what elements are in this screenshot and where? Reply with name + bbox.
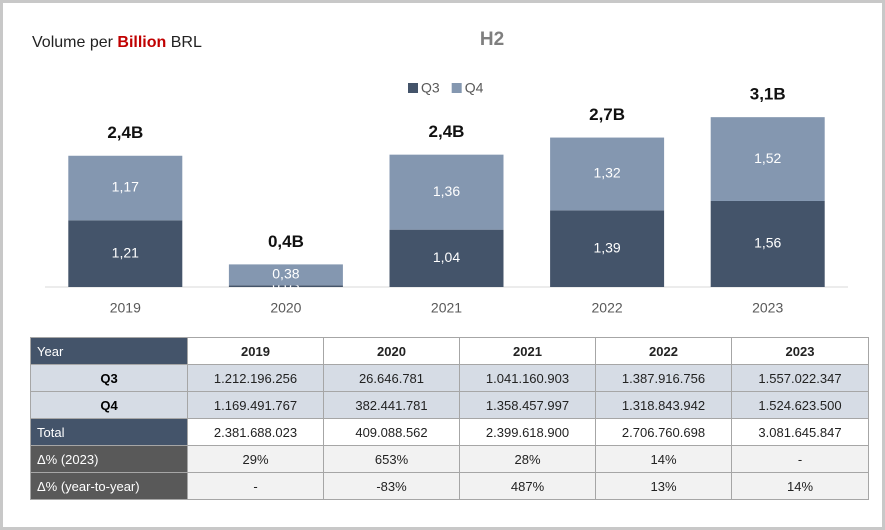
legend-swatch xyxy=(408,83,418,93)
bar-segment xyxy=(389,154,504,230)
table-row: Year 2019 2020 2021 2022 2023 xyxy=(30,337,869,365)
total-label: 2,4B xyxy=(107,123,143,142)
bar-segment xyxy=(228,264,343,286)
table-cell: 1.358.457.997 xyxy=(459,391,596,419)
total-label: 3,1B xyxy=(750,85,786,104)
table-row: Total 2.381.688.023 409.088.562 2.399.618.9… xyxy=(30,418,869,446)
table-cell: 2.399.618.900 xyxy=(459,418,596,446)
value-label: 0,38 xyxy=(272,266,299,282)
table-cell: 1.387.916.756 xyxy=(595,364,732,392)
total-label: 2,7B xyxy=(589,105,625,124)
legend-label: Q3 xyxy=(421,80,440,96)
table-cell: 1.169.491.767 xyxy=(187,391,324,419)
bar-segment xyxy=(550,210,665,287)
table-cell: 2.381.688.023 xyxy=(187,418,324,446)
x-tick-label: 2022 xyxy=(592,300,623,316)
row-label: Q4 xyxy=(30,391,188,419)
value-label: 1,17 xyxy=(112,179,139,195)
title-highlight: Billion xyxy=(117,34,166,51)
column-header: 2021 xyxy=(459,337,596,365)
title-prefix: Volume per xyxy=(32,34,114,51)
table-row: Q4 1.169.491.767 382.441.781 1.358.457.997 1… xyxy=(30,391,869,419)
bar-segment xyxy=(228,285,343,287)
table-row: Q3 1.212.196.256 26.646.781 1.041.160.903 1.… xyxy=(30,364,869,392)
row-label: Year xyxy=(30,337,188,365)
table-cell: 26.646.781 xyxy=(323,364,460,392)
table-cell: 1.557.022.347 xyxy=(731,364,869,392)
table-cell: 1.041.160.903 xyxy=(459,364,596,392)
table-row: Δ% (year-to-year) - -83% 487% 13% 14% xyxy=(30,472,869,500)
table-cell: 1.212.196.256 xyxy=(187,364,324,392)
value-label: 1,56 xyxy=(754,235,781,251)
row-label: Δ% (year-to-year) xyxy=(30,472,188,500)
bar-segment xyxy=(550,137,665,211)
total-label: 2,4B xyxy=(429,122,465,141)
table-cell: - xyxy=(187,472,324,500)
bar-segment xyxy=(710,117,825,201)
x-tick-label: 2020 xyxy=(270,300,301,316)
column-header: 2023 xyxy=(731,337,869,365)
chart-subtitle: H2 xyxy=(480,29,504,50)
value-label: 1,04 xyxy=(433,249,460,265)
legend-swatch xyxy=(451,83,462,93)
table-cell: 13% xyxy=(595,472,732,500)
value-label: 1,36 xyxy=(433,183,460,199)
value-label: 1,21 xyxy=(112,244,139,260)
table-cell: 382.441.781 xyxy=(323,391,460,419)
table-cell: 653% xyxy=(323,445,460,473)
bar-segment xyxy=(68,220,183,287)
total-label: 0,4B xyxy=(268,232,304,251)
legend-label: Q4 xyxy=(465,80,484,96)
table-row: Δ% (2023) 29% 653% 28% 14% - xyxy=(30,445,869,473)
table-cell: 1.318.843.942 xyxy=(595,391,732,419)
column-header: 2022 xyxy=(595,337,732,365)
x-tick-label: 2021 xyxy=(431,300,462,316)
table-cell: 2.706.760.698 xyxy=(595,418,732,446)
value-label: 1,32 xyxy=(593,165,620,181)
value-label: 1,52 xyxy=(754,150,781,166)
table-cell: 29% xyxy=(187,445,324,473)
value-label: 1,39 xyxy=(593,239,620,255)
column-header: 2019 xyxy=(187,337,324,365)
data-table: Year 2019 2020 2021 2022 2023 Q3 1.212.196.256 2… xyxy=(30,337,869,500)
x-tick-label: 2019 xyxy=(110,300,141,316)
chart-title: Volume per Billion BRL xyxy=(32,34,202,51)
table-cell: 3.081.645.847 xyxy=(731,418,869,446)
x-tick-label: 2023 xyxy=(752,300,783,316)
row-label: Total xyxy=(30,418,188,446)
table-cell: - xyxy=(731,445,869,473)
column-header: 2020 xyxy=(323,337,460,365)
bar-segment xyxy=(68,155,183,221)
table-cell: -83% xyxy=(323,472,460,500)
table-cell: 14% xyxy=(731,472,869,500)
title-suffix: BRL xyxy=(171,34,202,51)
bar-segment xyxy=(710,200,825,287)
table-cell: 1.524.623.500 xyxy=(731,391,869,419)
row-label: Q3 xyxy=(30,364,188,392)
row-label: Δ% (2023) xyxy=(30,445,188,473)
table-cell: 409.088.562 xyxy=(323,418,460,446)
chart: Volume per Billion BRL H2 Q3 Q4 1,21 1,17 2,… xyxy=(32,29,848,316)
table-cell: 28% xyxy=(459,445,596,473)
table-cell: 487% xyxy=(459,472,596,500)
bar-segment xyxy=(389,229,504,287)
table-cell: 14% xyxy=(595,445,732,473)
